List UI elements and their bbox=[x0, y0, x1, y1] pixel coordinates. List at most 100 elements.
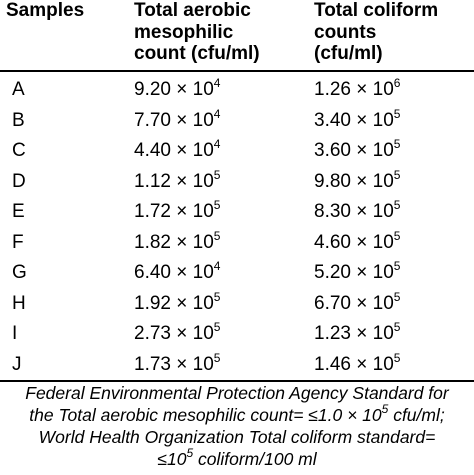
footnote-line-2-text: the Total aerobic mesophilic count= ≤1.0… bbox=[29, 405, 382, 425]
coliform-exponent: 5 bbox=[393, 228, 401, 243]
aerobic-exponent: 5 bbox=[213, 167, 221, 182]
table-row: E 1.72 × 105 8.30 × 105 bbox=[0, 197, 474, 228]
header-coliform-line-2: counts bbox=[314, 21, 377, 43]
sample-cell: F bbox=[12, 231, 24, 253]
table-row: F 1.82 × 105 4.60 × 105 bbox=[0, 228, 474, 259]
table-body: A 9.20 × 104 1.26 × 106 B 7.70 × 104 3.4… bbox=[0, 75, 474, 380]
aerobic-mantissa: 4.40 × 10 bbox=[134, 140, 214, 161]
aerobic-exponent: 5 bbox=[213, 228, 221, 243]
table-row: C 4.40 × 104 3.60 × 105 bbox=[0, 136, 474, 167]
coliform-count-cell: 1.46 × 105 bbox=[314, 350, 400, 381]
aerobic-mantissa: 1.72 × 10 bbox=[134, 201, 214, 222]
aerobic-mantissa: 7.70 × 10 bbox=[134, 109, 214, 131]
header-aerobic-line-2: mesophilic bbox=[134, 21, 234, 43]
aerobic-exponent: 4 bbox=[213, 259, 221, 273]
aerobic-mantissa: 1.82 × 10 bbox=[134, 231, 214, 253]
aerobic-count-cell: 1.12 × 105 bbox=[134, 167, 220, 198]
aerobic-exponent: 5 bbox=[213, 350, 221, 365]
table-footnote: Federal Environmental Protection Agency … bbox=[0, 382, 474, 470]
aerobic-mantissa: 2.73 × 10 bbox=[134, 323, 214, 344]
footnote-line-2: the Total aerobic mesophilic count= ≤1.0… bbox=[0, 402, 474, 426]
aerobic-count-cell: 1.72 × 105 bbox=[134, 197, 220, 228]
coliform-count-cell: 9.80 × 105 bbox=[314, 167, 400, 198]
coliform-count-cell: 4.60 × 105 bbox=[314, 228, 400, 259]
aerobic-count-cell: 2.73 × 105 bbox=[134, 319, 220, 350]
coliform-mantissa: 9.80 × 10 bbox=[314, 170, 394, 192]
aerobic-mantissa: 9.20 × 10 bbox=[134, 79, 214, 100]
footnote-line-4: ≤105 coliform/100 ml bbox=[0, 446, 474, 470]
aerobic-count-cell: 9.20 × 104 bbox=[134, 75, 220, 106]
table-top-rule bbox=[0, 70, 474, 72]
aerobic-mantissa: 6.40 × 10 bbox=[134, 262, 214, 283]
coliform-count-cell: 8.30 × 105 bbox=[314, 197, 400, 228]
table-row: G 6.40 × 104 5.20 × 105 bbox=[0, 258, 474, 289]
coliform-exponent: 6 bbox=[393, 76, 401, 90]
coliform-mantissa: 3.60 × 10 bbox=[314, 140, 394, 161]
aerobic-count-cell: 1.82 × 105 bbox=[134, 228, 220, 259]
sample-cell: H bbox=[12, 292, 26, 314]
table-row: H 1.92 × 105 6.70 × 105 bbox=[0, 289, 474, 320]
aerobic-count-cell: 6.40 × 104 bbox=[134, 258, 220, 289]
sample-cell: B bbox=[12, 109, 25, 131]
header-total-aerobic-mesophilic-count: Total aerobic mesophilic count (cfu/ml) bbox=[134, 0, 260, 65]
header-total-coliform-counts: Total coliform counts (cfu/ml) bbox=[314, 0, 438, 65]
coliform-count-cell: 5.20 × 105 bbox=[314, 258, 400, 289]
header-aerobic-line-1: Total aerobic bbox=[134, 0, 251, 21]
coliform-exponent: 5 bbox=[393, 259, 401, 273]
coliform-exponent: 5 bbox=[393, 350, 401, 365]
coliform-mantissa: 6.70 × 10 bbox=[314, 292, 394, 314]
coliform-exponent: 5 bbox=[393, 137, 401, 151]
coliform-count-cell: 6.70 × 105 bbox=[314, 289, 400, 320]
coliform-mantissa: 8.30 × 10 bbox=[314, 201, 394, 222]
aerobic-count-cell: 1.92 × 105 bbox=[134, 289, 220, 320]
sample-cell: E bbox=[12, 201, 25, 222]
aerobic-count-cell: 4.40 × 104 bbox=[134, 136, 220, 167]
header-aerobic-line-3: count (cfu/ml) bbox=[134, 43, 260, 64]
header-samples-line: Samples bbox=[6, 0, 85, 21]
footnote-line-3: World Health Organization Total coliform… bbox=[38, 427, 436, 447]
coliform-mantissa: 4.60 × 10 bbox=[314, 231, 394, 253]
aerobic-exponent: 5 bbox=[213, 198, 221, 212]
table-row: J 1.73 × 105 1.46 × 105 bbox=[0, 350, 474, 381]
footnote-line-1: Federal Environmental Protection Agency … bbox=[25, 383, 449, 403]
table-row: A 9.20 × 104 1.26 × 106 bbox=[0, 75, 474, 106]
table-row: B 7.70 × 104 3.40 × 105 bbox=[0, 106, 474, 137]
footnote-line-2-unit: cfu/ml; bbox=[388, 405, 445, 425]
header-coliform-line-3: (cfu/ml) bbox=[314, 43, 383, 64]
sample-cell: I bbox=[12, 323, 18, 344]
sample-cell: J bbox=[12, 353, 22, 375]
sample-cell: D bbox=[12, 170, 26, 192]
sample-cell: A bbox=[12, 79, 25, 100]
aerobic-exponent: 4 bbox=[213, 106, 221, 121]
table-row: D 1.12 × 105 9.80 × 105 bbox=[0, 167, 474, 198]
coliform-count-cell: 3.40 × 105 bbox=[314, 106, 400, 137]
aerobic-exponent: 5 bbox=[213, 320, 221, 334]
coliform-exponent: 5 bbox=[393, 106, 401, 121]
coliform-count-cell: 1.26 × 106 bbox=[314, 75, 400, 106]
aerobic-mantissa: 1.73 × 10 bbox=[134, 353, 214, 375]
aerobic-exponent: 5 bbox=[213, 289, 221, 304]
aerobic-count-cell: 7.70 × 104 bbox=[134, 106, 220, 137]
coliform-mantissa: 3.40 × 10 bbox=[314, 109, 394, 131]
coliform-mantissa: 1.46 × 10 bbox=[314, 353, 394, 375]
footnote-line-2-exponent: 5 bbox=[381, 402, 389, 416]
coliform-mantissa: 1.23 × 10 bbox=[314, 323, 394, 344]
coliform-count-cell: 3.60 × 105 bbox=[314, 136, 400, 167]
sample-cell: C bbox=[12, 140, 26, 161]
table-bottom-rule bbox=[0, 380, 474, 382]
footnote-line-4-unit: coliform/100 ml bbox=[193, 449, 317, 469]
header-samples: Samples bbox=[6, 0, 84, 22]
aerobic-exponent: 4 bbox=[213, 137, 221, 151]
coliform-mantissa: 1.26 × 10 bbox=[314, 79, 394, 100]
aerobic-mantissa: 1.12 × 10 bbox=[134, 170, 214, 192]
footnote-line-4-exponent: 5 bbox=[186, 446, 194, 460]
coliform-exponent: 5 bbox=[393, 198, 401, 212]
coliform-exponent: 5 bbox=[393, 320, 401, 334]
table-row: I 2.73 × 105 1.23 × 105 bbox=[0, 319, 474, 350]
coliform-count-cell: 1.23 × 105 bbox=[314, 319, 400, 350]
aerobic-count-cell: 1.73 × 105 bbox=[134, 350, 220, 381]
header-coliform-line-1: Total coliform bbox=[314, 0, 439, 21]
coliform-exponent: 5 bbox=[393, 289, 401, 304]
footnote-line-4-text: ≤10 bbox=[157, 449, 187, 469]
coliform-exponent: 5 bbox=[393, 167, 401, 182]
